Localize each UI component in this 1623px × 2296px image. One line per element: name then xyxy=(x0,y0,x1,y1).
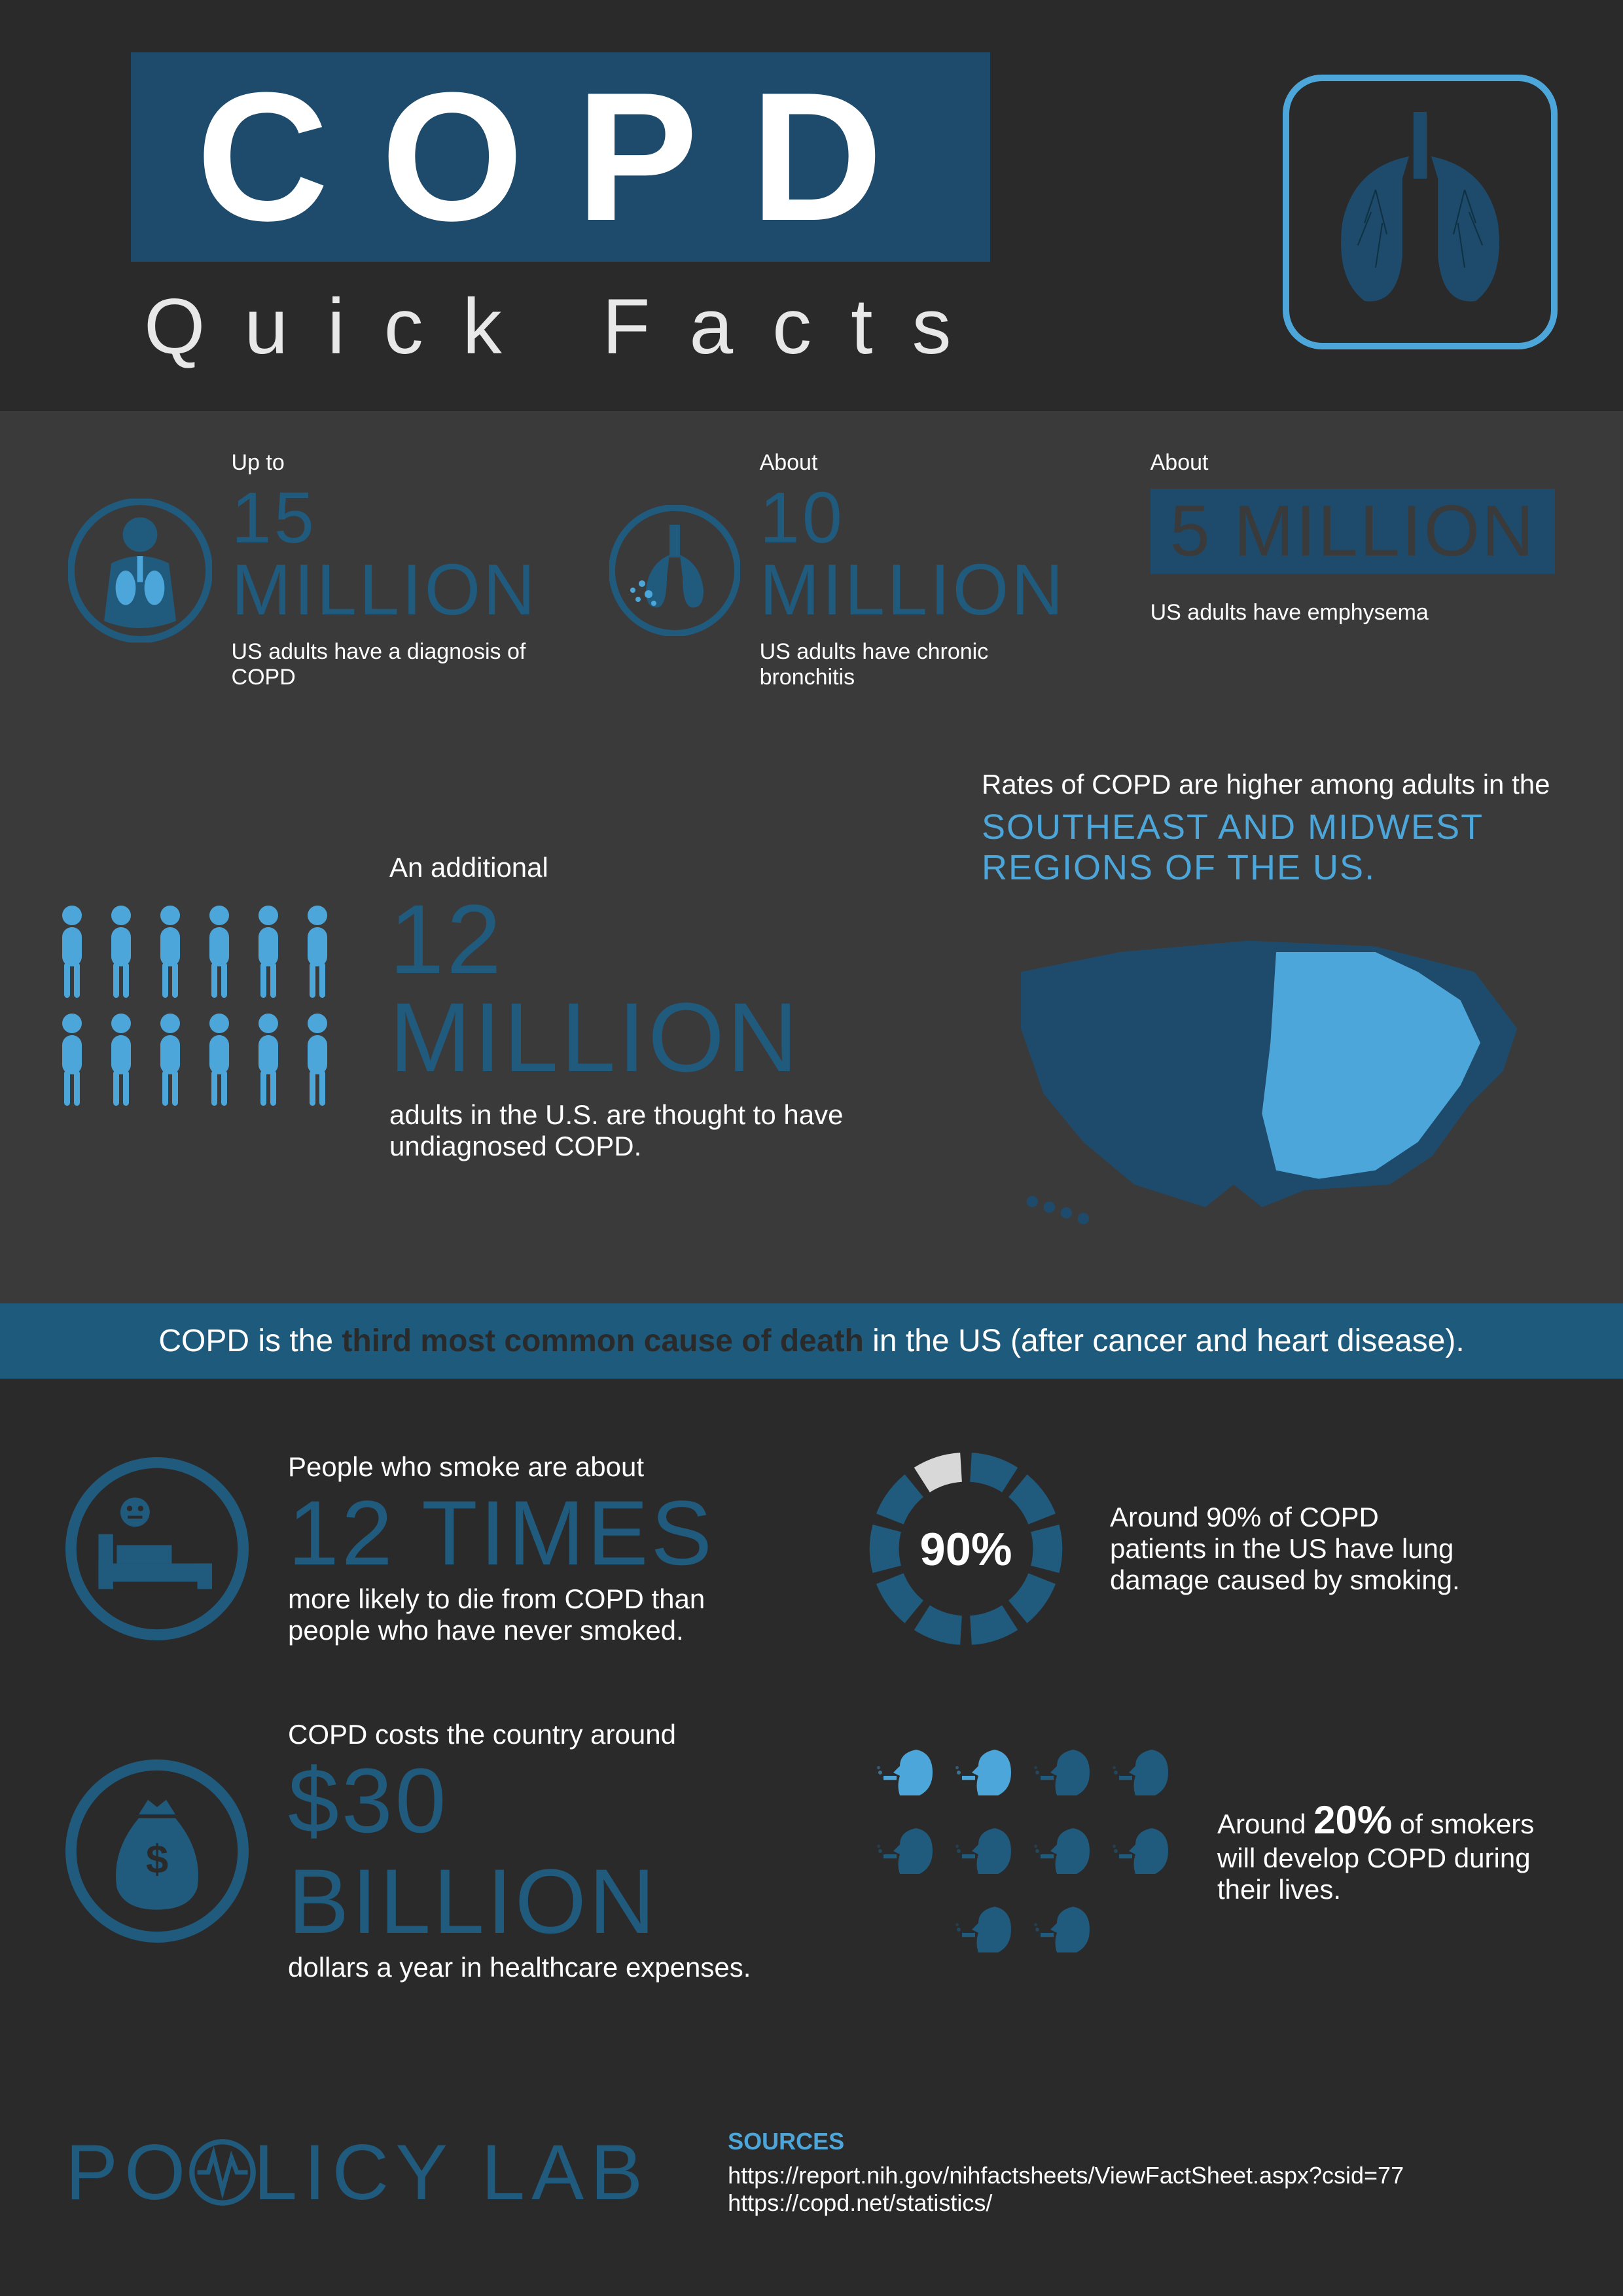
stat-pre: About xyxy=(1150,450,1556,476)
stat-pre: About xyxy=(760,450,1080,476)
smoker-head-icon xyxy=(955,1740,1021,1805)
person-icon xyxy=(249,1012,288,1110)
donut-text: Around 90% of COPD patients in the US ha… xyxy=(1110,1502,1463,1596)
stat-post: US adults have chronic bronchitis xyxy=(760,639,1080,690)
infographic-page: COPD Quick Facts xyxy=(0,0,1623,2296)
person-icon xyxy=(101,904,141,1002)
person-icon xyxy=(151,1012,190,1110)
person-icon xyxy=(151,904,190,1002)
person-icon xyxy=(52,904,92,1002)
stat-emphysema: About 5 MILLION US adults have emphysema xyxy=(1150,450,1556,626)
title: COPD xyxy=(131,52,990,262)
smoker-head-icon xyxy=(955,1818,1021,1884)
stat-value: 12 MILLION xyxy=(389,890,929,1086)
person-icon xyxy=(52,1012,92,1110)
us-map-icon xyxy=(982,901,1571,1241)
donut-label: 90% xyxy=(920,1523,1012,1575)
person-icon xyxy=(101,1012,141,1110)
stat-post: US adults have a diagnosis of COPD xyxy=(232,639,539,690)
banner-pre: COPD is the xyxy=(158,1324,342,1358)
map-intro: Rates of COPD are higher among adults in… xyxy=(982,769,1571,800)
stat-pre: An additional xyxy=(389,852,929,883)
footer: PO LICY LAB SOURCES https://report.nih.g… xyxy=(0,2101,1623,2296)
lower-facts: People who smoke are about 12 TIMES more… xyxy=(0,1379,1623,2101)
additional-stat: An additional 12 MILLION adults in the U… xyxy=(389,852,929,1162)
source-link: https://report.nih.gov/nihfactsheets/Vie… xyxy=(728,2162,1404,2189)
fact-post: more likely to die from COPD than people… xyxy=(288,1583,759,1646)
sources: SOURCES https://report.nih.gov/nihfactsh… xyxy=(728,2128,1404,2217)
map-block: Rates of COPD are higher among adults in… xyxy=(982,769,1571,1245)
smoker-head-icon xyxy=(1034,1740,1099,1805)
fact-pre: People who smoke are about xyxy=(288,1451,759,1483)
stat-post: US adults have emphysema xyxy=(1150,600,1478,626)
death-cause-banner: COPD is the third most common cause of d… xyxy=(0,1303,1623,1379)
stat-diagnosed: Up to 15 MILLION US adults have a diagno… xyxy=(68,450,539,690)
person-icon xyxy=(200,1012,239,1110)
stat-value: 5 MILLION xyxy=(1150,489,1556,574)
smokers-text: Around 20% of smokers will develop COPD … xyxy=(1217,1797,1558,1905)
lungs-icon xyxy=(1283,75,1558,349)
person-icon xyxy=(200,904,239,1002)
stat-value: 15 MILLION xyxy=(232,482,539,626)
smoker-head-icon xyxy=(1034,1818,1099,1884)
smoker-heads xyxy=(877,1740,1178,1962)
fact-cost: $ COPD costs the country around $30 BILL… xyxy=(65,1719,1558,1983)
map-highlight: SOUTHEAST AND MIDWEST REGIONS OF THE US. xyxy=(982,807,1571,888)
smoker-head-icon xyxy=(877,1740,942,1805)
smoker-head-icon xyxy=(955,1897,1021,1962)
people-icons xyxy=(52,904,337,1110)
person-icon xyxy=(298,904,337,1002)
banner-emph: third most common cause of death xyxy=(342,1324,863,1358)
title-block: COPD Quick Facts xyxy=(131,52,990,372)
stats-band: Up to 15 MILLION US adults have a diagno… xyxy=(0,411,1623,1303)
svg-text:$: $ xyxy=(146,1837,168,1882)
smoker-head-icon xyxy=(1034,1897,1099,1962)
donut-chart: 90% xyxy=(861,1444,1071,1653)
fact-value: 12 TIMES xyxy=(288,1483,759,1583)
stats-row: Up to 15 MILLION US adults have a diagno… xyxy=(52,450,1571,690)
torso-lungs-icon xyxy=(68,499,212,643)
deathbed-icon xyxy=(65,1457,249,1640)
header: COPD Quick Facts xyxy=(0,0,1623,411)
source-link: https://copd.net/statistics/ xyxy=(728,2189,1404,2217)
money-bag-icon: $ xyxy=(65,1759,249,1943)
stat-value: 10 MILLION xyxy=(760,482,1080,626)
row-additional: An additional 12 MILLION adults in the U… xyxy=(52,769,1571,1245)
smoker-head-icon xyxy=(1113,1740,1178,1805)
person-icon xyxy=(298,1012,337,1110)
smoker-head-icon xyxy=(877,1818,942,1884)
stat-bronchitis: About 10 MILLION US adults have chronic … xyxy=(609,450,1080,690)
stat-pre: Up to xyxy=(232,450,539,476)
sources-label: SOURCES xyxy=(728,2128,1404,2155)
policy-lab-logo: PO LICY LAB xyxy=(65,2127,649,2217)
banner-post: in the US (after cancer and heart diseas… xyxy=(864,1324,1465,1358)
fact-post: dollars a year in healthcare expenses. xyxy=(288,1952,759,1983)
subtitle: Quick Facts xyxy=(144,281,990,372)
fact-value: $30 BILLION xyxy=(288,1750,798,1952)
smoker-head-icon xyxy=(1113,1818,1178,1884)
stat-post: adults in the U.S. are thought to have u… xyxy=(389,1099,847,1162)
fact-pre: COPD costs the country around xyxy=(288,1719,759,1750)
bronchi-icon xyxy=(609,505,740,636)
fact-smoke-risk: People who smoke are about 12 TIMES more… xyxy=(65,1444,1558,1653)
person-icon xyxy=(249,904,288,1002)
